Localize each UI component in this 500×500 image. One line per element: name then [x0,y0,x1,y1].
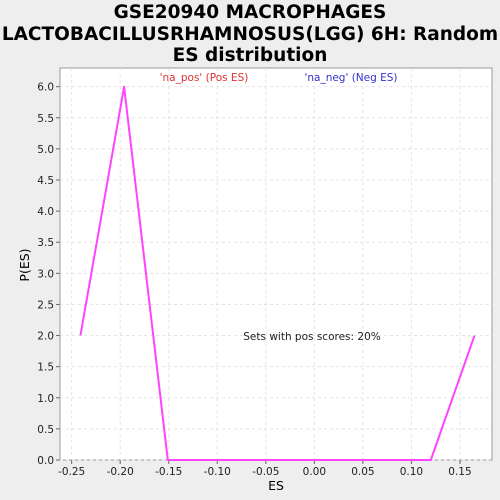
x-tick-label: 0.05 [351,466,374,478]
chart-title-line-3: ES distribution [173,45,328,66]
y-tick-label: 3.5 [37,237,54,249]
legend-neg: 'na_neg' (Neg ES) [304,72,397,84]
y-tick-label: 1.5 [37,362,54,374]
x-axis-label: ES [268,478,284,493]
x-tick-label: 0.00 [303,466,326,478]
x-axis: -0.25 -0.20 -0.15 -0.10 -0.05 0.00 0.05 0.10 0.1… [58,460,472,478]
x-tick-label: -0.05 [252,466,279,478]
y-tick-label: 3.0 [37,268,54,280]
y-tick-label: 6.0 [37,82,54,94]
x-tick-label: -0.10 [204,466,231,478]
x-tick-label: 0.15 [448,466,471,478]
y-tick-label: 4.5 [37,175,54,187]
y-tick-label: 0.5 [37,424,54,436]
x-tick-label: -0.20 [107,466,134,478]
y-tick-label: 5.0 [37,144,54,156]
series-group [79,85,476,461]
y-tick-label: 5.5 [37,113,54,125]
y-tick-label: 2.0 [37,331,54,343]
y-tick-label: 1.0 [37,393,54,405]
y-tick-label: 4.0 [37,206,54,218]
chart-title-line-1: GSE20940 MACROPHAGES [114,2,387,23]
legend-pos: 'na_pos' (Pos ES) [160,72,249,84]
y-tick-label: 0.0 [37,455,54,467]
pos-score-annotation: Sets with pos scores: 20% [243,331,380,343]
y-axis-label: P(ES) [17,248,32,281]
es-distribution-line [79,85,476,461]
x-tick-label: 0.10 [400,466,423,478]
chart-title-line-2: LACTOBACILLUSRHAMNOSUS(LGG) 6H: Random [2,24,498,45]
x-tick-label: -0.25 [58,466,85,478]
y-axis: 0.0 0.5 1.0 1.5 2.0 2.5 3.0 3.5 4.0 4.5 5.0 5.5 6.0 [37,82,60,467]
x-tick-label: -0.15 [155,466,182,478]
plot-area [59,67,493,461]
y-tick-label: 2.5 [37,299,54,311]
